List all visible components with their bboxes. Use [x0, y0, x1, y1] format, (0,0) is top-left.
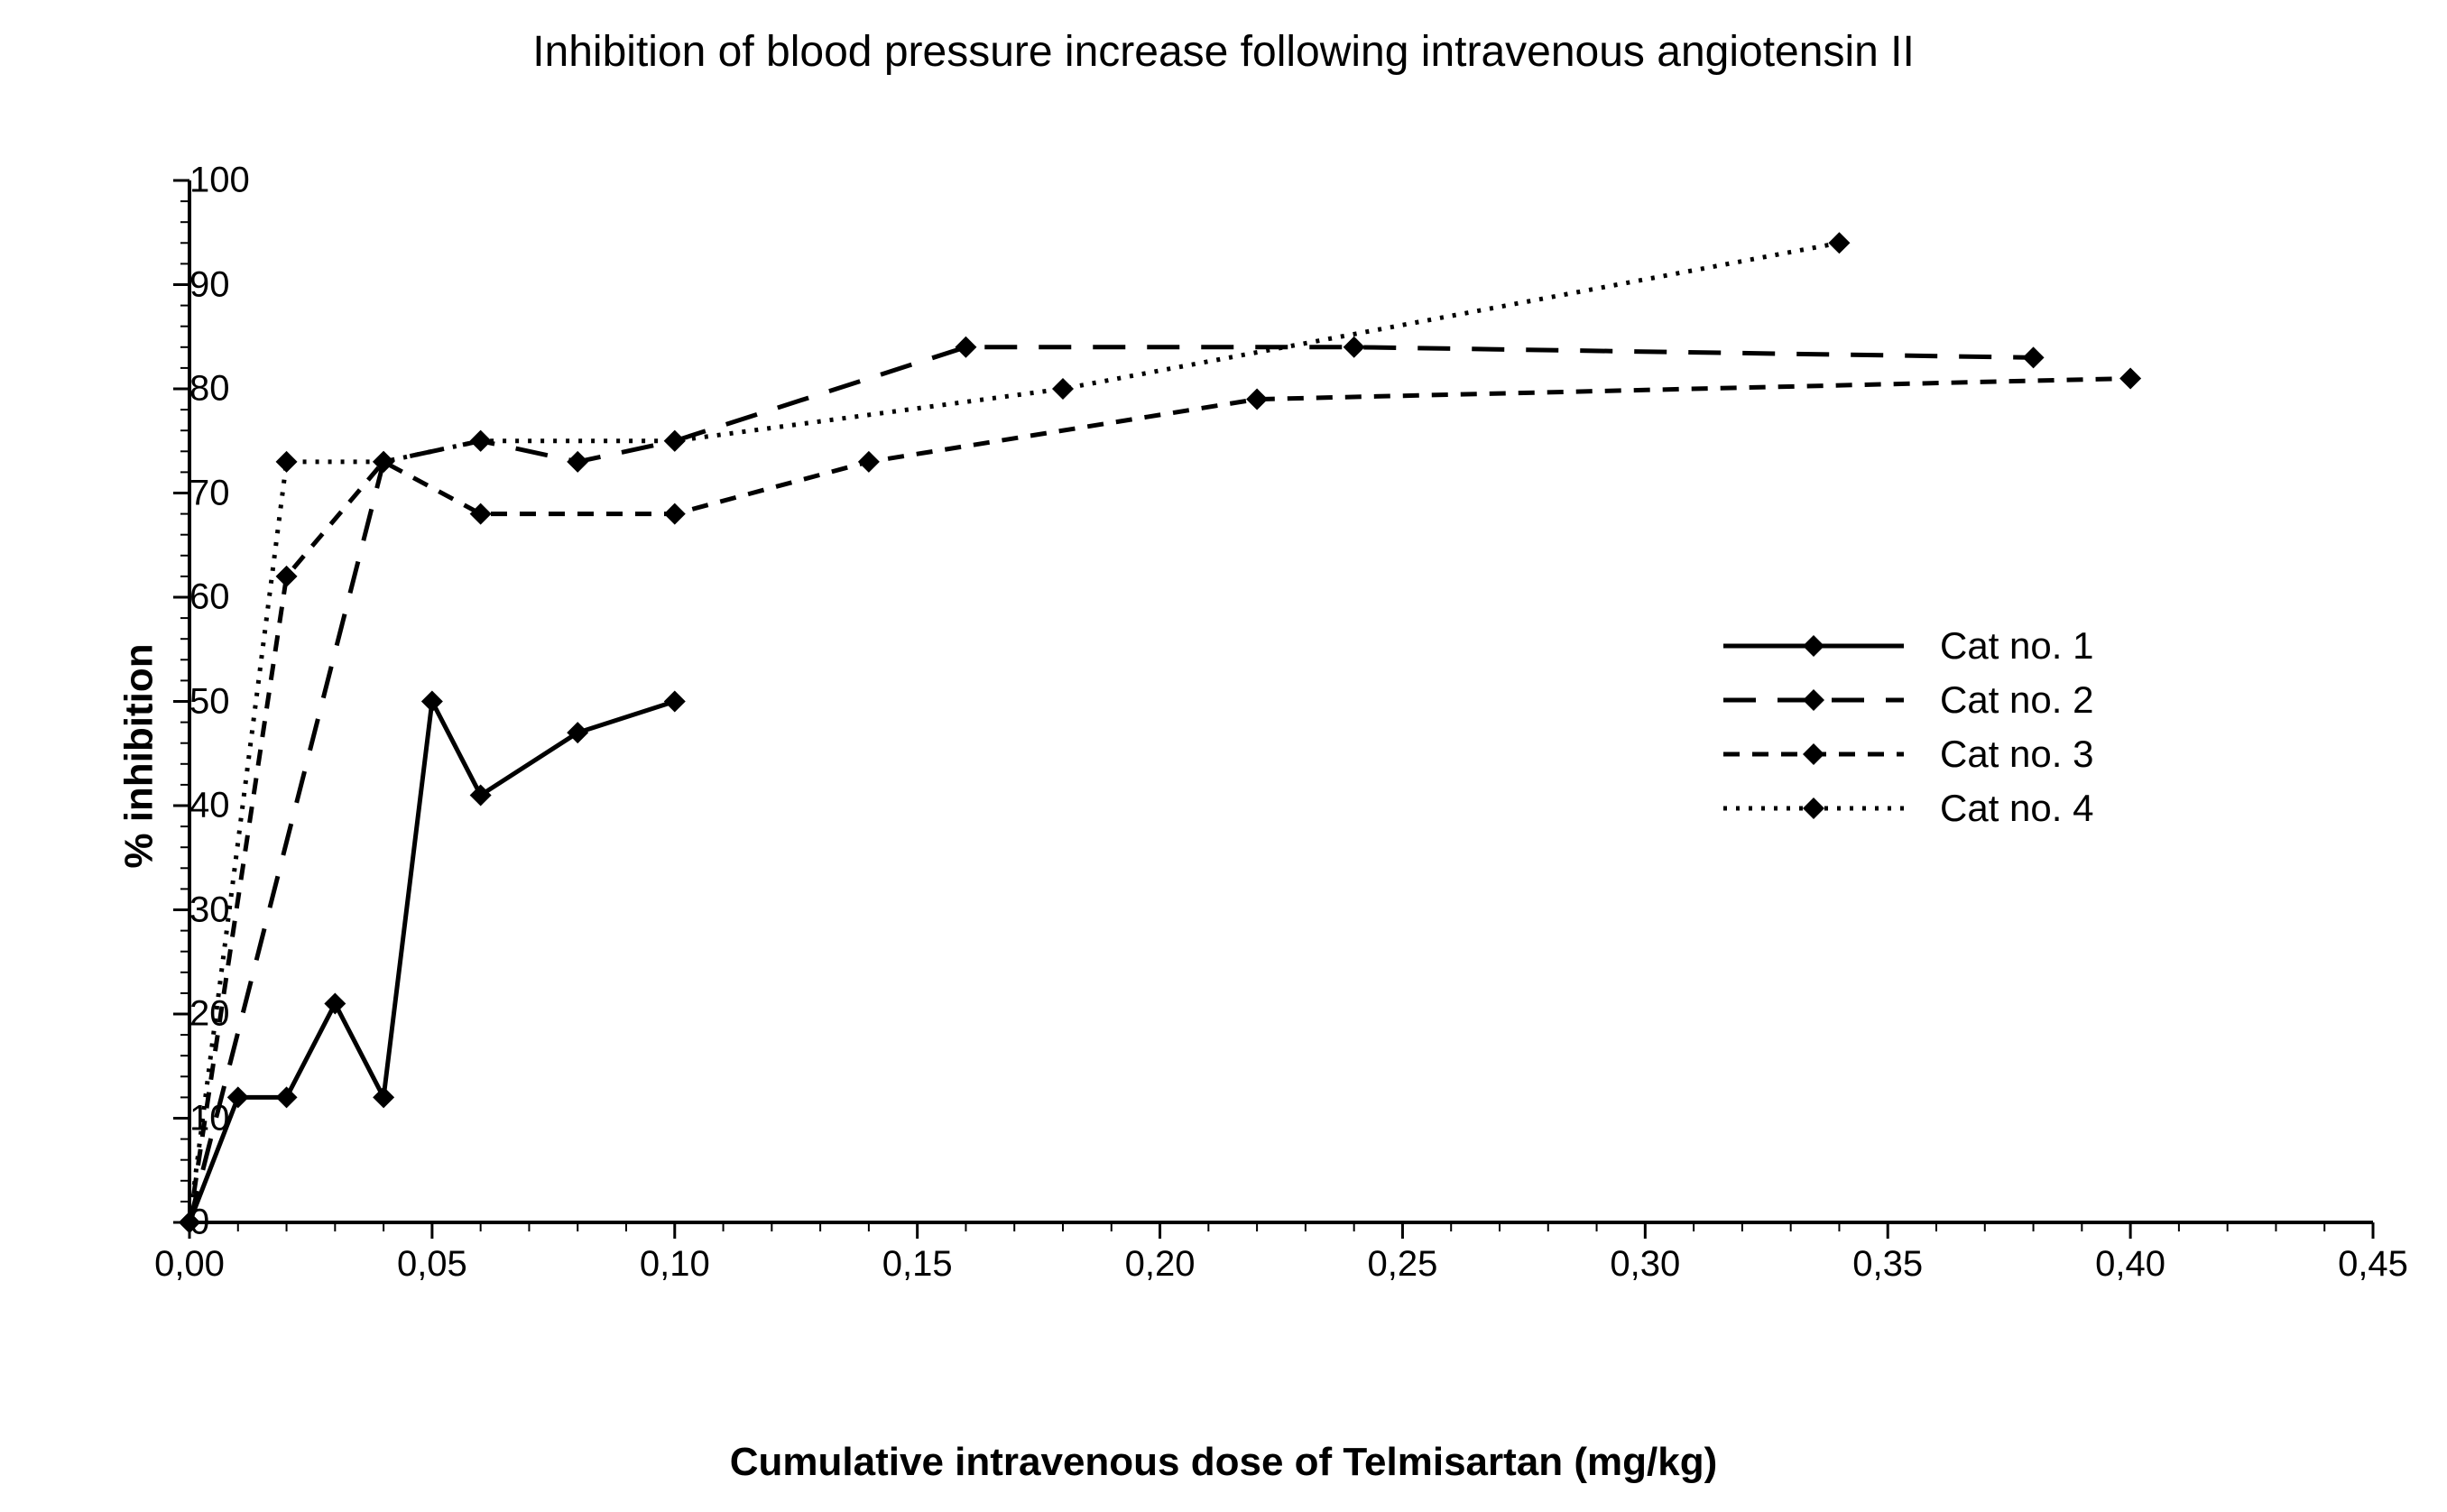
legend-swatch: [1723, 790, 1904, 826]
x-tick-label: 0,05: [397, 1244, 467, 1285]
data-marker: [421, 691, 443, 713]
x-tick-label: 0,45: [2338, 1244, 2408, 1285]
data-marker: [1828, 232, 1850, 254]
data-marker: [1052, 378, 1074, 400]
data-marker: [2119, 367, 2141, 389]
legend-row: Cat no. 4: [1723, 787, 2093, 830]
legend-swatch: [1723, 628, 1904, 664]
data-marker: [955, 337, 976, 358]
legend-row: Cat no. 3: [1723, 733, 2093, 776]
data-marker: [567, 722, 588, 743]
data-marker: [858, 451, 880, 473]
x-axis-label: Cumulative intravenous dose of Telmisart…: [0, 1440, 2447, 1485]
x-tick-label: 0,20: [1125, 1244, 1196, 1285]
x-tick-label: 0,15: [882, 1244, 953, 1285]
data-marker: [470, 503, 492, 525]
data-marker: [2023, 346, 2045, 368]
data-marker: [470, 430, 492, 452]
legend-label: Cat no. 3: [1940, 733, 2093, 776]
data-marker: [276, 451, 298, 473]
data-marker: [470, 784, 492, 806]
chart-page: Inhibition of blood pressure increase fo…: [0, 0, 2447, 1512]
data-marker: [373, 1086, 394, 1108]
legend-row: Cat no. 2: [1723, 678, 2093, 722]
x-tick-label: 0,25: [1368, 1244, 1438, 1285]
series-line: [189, 702, 675, 1223]
data-marker: [1246, 389, 1268, 410]
data-marker: [1344, 337, 1365, 358]
x-tick-label: 0,10: [640, 1244, 710, 1285]
data-marker: [664, 503, 686, 525]
x-tick-label: 0,00: [154, 1244, 225, 1285]
legend-label: Cat no. 2: [1940, 678, 2093, 722]
data-marker: [664, 430, 686, 452]
data-marker: [276, 566, 298, 587]
plot-area: Cat no. 1Cat no. 2Cat no. 3Cat no. 4 010…: [189, 180, 2373, 1290]
legend-swatch: [1723, 682, 1904, 718]
x-tick-label: 0,40: [2095, 1244, 2165, 1285]
legend-row: Cat no. 1: [1723, 624, 2093, 668]
data-marker: [227, 1086, 249, 1108]
legend: Cat no. 1 Cat no. 2 Cat no. 3 Cat no. 4: [1723, 613, 2093, 841]
data-marker: [324, 992, 346, 1014]
legend-label: Cat no. 1: [1940, 624, 2093, 668]
y-axis-label: % inhibition: [117, 643, 162, 868]
legend-label: Cat no. 4: [1940, 787, 2093, 830]
x-tick-label: 0,35: [1852, 1244, 1923, 1285]
data-marker: [664, 691, 686, 713]
x-tick-label: 0,30: [1610, 1244, 1680, 1285]
data-marker: [567, 451, 588, 473]
chart-title: Inhibition of blood pressure increase fo…: [0, 27, 2447, 77]
legend-swatch: [1723, 736, 1904, 772]
data-marker: [276, 1086, 298, 1108]
